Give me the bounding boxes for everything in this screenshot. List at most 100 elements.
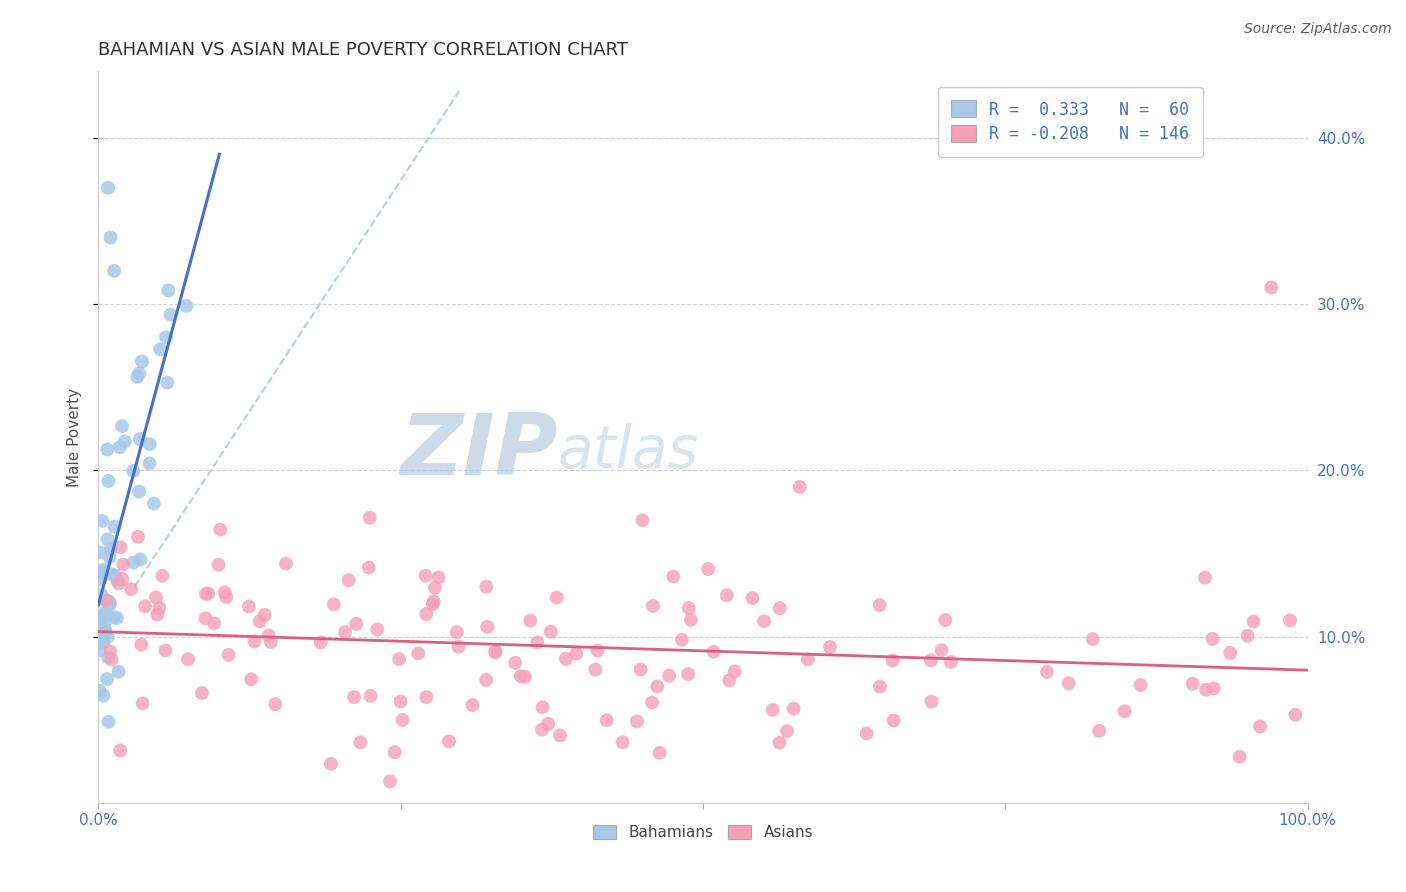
Point (596, 713, 619, 727)
Point (122, 556, 145, 570)
Point (1181, 677, 1204, 691)
Point (174, 299, 197, 313)
Point (797, 652, 820, 666)
Point (782, 701, 804, 715)
Point (1279, 613, 1302, 627)
Point (583, 663, 606, 677)
Point (384, 745, 406, 759)
Point (134, 599, 156, 614)
Point (100, 567, 122, 582)
Point (337, 574, 360, 588)
Point (150, 569, 173, 583)
Point (818, 640, 841, 654)
Point (215, 590, 238, 604)
Point (146, 607, 169, 622)
Point (475, 673, 498, 687)
Point (939, 655, 962, 669)
Point (540, 624, 562, 639)
Point (93, 562, 115, 576)
Point (97, 180, 120, 194)
Point (447, 640, 470, 654)
Point (768, 736, 790, 750)
Point (128, 366, 150, 380)
Point (475, 580, 498, 594)
Point (129, 552, 152, 566)
Point (177, 652, 200, 666)
Point (679, 613, 702, 627)
Point (94, 622, 117, 636)
Point (406, 647, 429, 661)
Point (145, 591, 167, 605)
Point (658, 668, 681, 682)
Point (157, 284, 180, 298)
Point (437, 734, 460, 748)
Point (509, 669, 531, 683)
Point (94, 606, 117, 620)
Point (641, 599, 664, 613)
Point (565, 647, 588, 661)
Point (1219, 646, 1241, 660)
Point (1114, 704, 1136, 718)
Point (122, 464, 145, 478)
Point (138, 457, 160, 471)
Point (1236, 629, 1258, 643)
Point (138, 437, 160, 451)
Point (423, 581, 446, 595)
Point (422, 597, 444, 611)
Point (105, 573, 128, 587)
Point (546, 591, 568, 605)
Point (484, 644, 506, 658)
Point (349, 735, 371, 749)
Point (156, 376, 179, 390)
Point (107, 576, 129, 591)
Point (648, 746, 671, 760)
Point (883, 714, 905, 728)
Point (238, 599, 260, 614)
Point (240, 673, 263, 687)
Point (920, 653, 942, 667)
Point (91, 635, 114, 649)
Point (107, 665, 129, 679)
Point (149, 343, 172, 357)
Point (1229, 749, 1251, 764)
Point (209, 523, 232, 537)
Point (671, 632, 693, 647)
Point (1202, 681, 1225, 696)
Point (96, 672, 118, 686)
Point (662, 569, 685, 583)
Point (128, 484, 150, 499)
Point (105, 611, 128, 625)
Point (1194, 571, 1216, 585)
Point (97, 594, 120, 608)
Point (776, 724, 799, 739)
Point (111, 419, 134, 434)
Point (869, 680, 891, 694)
Point (260, 635, 283, 649)
Point (319, 756, 342, 771)
Point (93, 608, 115, 623)
Point (96, 594, 118, 608)
Point (422, 594, 444, 608)
Point (90, 635, 112, 649)
Point (264, 698, 287, 712)
Point (641, 696, 664, 710)
Point (461, 698, 484, 712)
Point (931, 643, 953, 657)
Point (1088, 723, 1111, 738)
Y-axis label: Male Poverty: Male Poverty (67, 387, 83, 487)
Point (631, 513, 654, 527)
Point (762, 703, 785, 717)
Point (357, 560, 380, 574)
Point (96, 442, 118, 457)
Point (612, 735, 634, 749)
Point (202, 616, 225, 631)
Text: BAHAMIAN VS ASIAN MALE POVERTY CORRELATION CHART: BAHAMIAN VS ASIAN MALE POVERTY CORRELATI… (98, 41, 628, 59)
Point (127, 369, 149, 384)
Point (626, 714, 648, 729)
Point (1260, 280, 1282, 294)
Point (98, 596, 121, 610)
Point (131, 638, 153, 652)
Point (89, 643, 111, 657)
Point (1201, 632, 1223, 646)
Point (1129, 678, 1152, 692)
